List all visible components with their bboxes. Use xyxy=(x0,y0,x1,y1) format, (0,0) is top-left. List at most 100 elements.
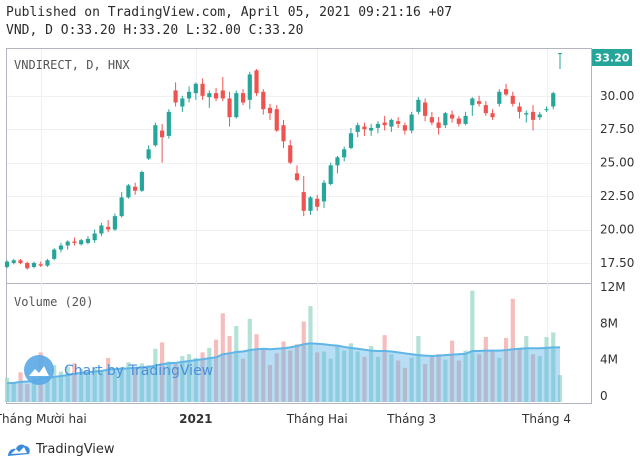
volume-bar xyxy=(254,334,259,402)
candle-body xyxy=(308,197,313,211)
candle-body xyxy=(240,93,246,103)
candle-body xyxy=(524,113,529,115)
volume-tick-label: 8M xyxy=(600,316,618,330)
candle-body xyxy=(133,186,138,191)
volume-bar xyxy=(213,339,219,402)
candle-body xyxy=(369,127,374,131)
candle-body xyxy=(429,117,434,123)
volume-bar xyxy=(180,356,185,402)
volume-bar xyxy=(267,365,273,402)
volume-bar xyxy=(342,350,347,402)
volume-bar xyxy=(402,367,407,402)
volume-bar xyxy=(328,358,333,402)
candle-body xyxy=(483,105,488,114)
candle-body xyxy=(551,93,556,107)
candle-body xyxy=(146,149,151,159)
candle-body xyxy=(301,192,306,211)
candle-body xyxy=(200,83,205,96)
volume-bar xyxy=(530,354,536,402)
volume-bar xyxy=(348,343,354,402)
volume-bar xyxy=(335,346,340,402)
candle-body xyxy=(517,106,522,112)
volume-bar xyxy=(483,336,488,402)
volume-tick-label: 12M xyxy=(600,280,626,294)
volume-bar xyxy=(166,361,171,402)
candle-body xyxy=(18,260,23,263)
volume-bar xyxy=(200,352,205,402)
volume-bar xyxy=(557,375,563,402)
volume-bar xyxy=(463,350,468,402)
volume-bar xyxy=(389,354,394,402)
price-tick-label: 20.00 xyxy=(600,223,634,237)
volume-bar xyxy=(139,363,144,402)
candle-body xyxy=(207,93,212,98)
candle-body xyxy=(423,102,428,116)
volume-bar xyxy=(544,336,549,402)
candle-body xyxy=(294,173,300,181)
candle-body xyxy=(45,260,50,266)
candle-body xyxy=(436,122,441,128)
price-axis: 17.50 20.00 22.50 25.00 27.50 30.00 xyxy=(600,89,634,270)
candle-body xyxy=(31,262,37,267)
volume-bar xyxy=(450,340,455,402)
candle-body xyxy=(106,226,111,230)
volume-bar xyxy=(517,348,522,402)
time-tick-label: Tháng 4 xyxy=(521,412,571,426)
candle-body xyxy=(537,114,542,118)
volume-bar xyxy=(45,368,50,402)
volume-bar xyxy=(436,354,441,402)
volume-bar xyxy=(315,352,320,402)
volume-bar xyxy=(52,365,57,402)
candle-body xyxy=(186,91,192,99)
volume-bar xyxy=(220,313,225,402)
volume-bar xyxy=(207,347,212,402)
candle-body xyxy=(396,121,401,124)
volume-bar xyxy=(497,357,502,402)
candle-body xyxy=(315,198,320,207)
candle-body xyxy=(382,122,387,126)
candle-body xyxy=(11,260,16,263)
volume-bar xyxy=(133,368,138,402)
price-tick-label: 30.00 xyxy=(600,89,634,103)
candle-body xyxy=(227,98,232,118)
volume-bar xyxy=(25,384,30,402)
candle-body xyxy=(409,114,414,131)
ohlc-info: VND, D O:33.20 H:33.20 L:32.00 C:33.20 xyxy=(6,23,304,38)
volume-bar xyxy=(537,356,542,402)
candle-body xyxy=(220,90,225,99)
volume-bar xyxy=(443,359,448,402)
candle-body xyxy=(530,111,536,120)
volume-bar xyxy=(261,349,266,402)
candle-body xyxy=(180,98,185,107)
volume-bar xyxy=(193,357,198,402)
candle-body xyxy=(72,241,77,243)
candle-body xyxy=(126,185,131,198)
cloud-chart-icon xyxy=(29,366,49,376)
price-tick-label: 17.50 xyxy=(600,256,634,270)
candle-body xyxy=(173,90,178,103)
volume-bar xyxy=(301,321,306,402)
volume-bar xyxy=(476,354,482,402)
candle-body xyxy=(321,182,327,202)
candle-body xyxy=(213,93,219,99)
footer-brand[interactable]: TradingView xyxy=(6,440,115,458)
candle-body xyxy=(497,91,502,104)
volume-bar xyxy=(85,375,91,402)
candle-body xyxy=(234,93,239,118)
watermark-text: Chart by TradingView xyxy=(64,363,213,379)
volume-bar xyxy=(11,382,16,403)
candle-body xyxy=(119,197,124,217)
time-tick-label: Tháng Hai xyxy=(286,412,348,426)
volume-bar xyxy=(92,368,97,402)
volume-bar xyxy=(524,336,529,402)
candle-body xyxy=(416,99,421,112)
volume-bar xyxy=(18,372,23,402)
candle-body xyxy=(38,264,43,266)
volume-bar xyxy=(355,351,360,402)
publish-info: Published on TradingView.com, April 05, … xyxy=(6,5,453,20)
grid-lines xyxy=(7,49,591,403)
volume-bar xyxy=(146,365,151,402)
candle-body xyxy=(490,113,495,118)
volume-bar xyxy=(274,353,279,402)
